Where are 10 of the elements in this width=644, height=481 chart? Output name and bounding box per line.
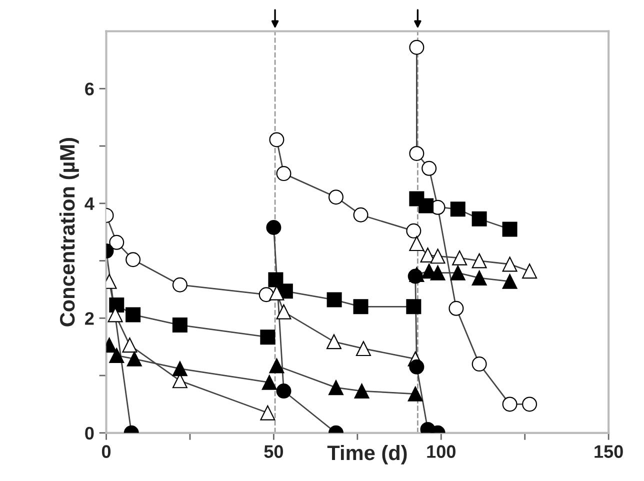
y-axis-title: Concentration (µM) xyxy=(59,138,79,326)
x-tick-label: 50 xyxy=(264,445,284,458)
y-tick-label: 2 xyxy=(85,312,94,325)
x-tick-label: 150 xyxy=(594,445,623,458)
y-tick-label: 0 xyxy=(85,426,94,440)
y-tick-label: 4 xyxy=(84,198,94,210)
x-axis-title: Time (d) xyxy=(327,444,407,464)
y-tick-label: 6 xyxy=(85,82,94,96)
x-tick-label: 0 xyxy=(102,445,111,458)
x-tick-label: 100 xyxy=(427,445,456,458)
